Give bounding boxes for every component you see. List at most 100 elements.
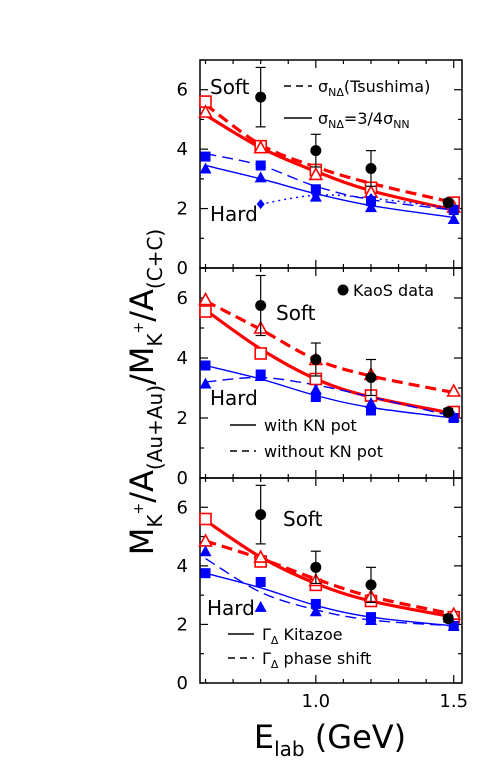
legend-1-prefix: Γ xyxy=(262,625,271,644)
panel-frame xyxy=(199,477,463,684)
hard-label: Hard xyxy=(207,596,255,620)
marker-triangle-filled xyxy=(364,397,377,408)
legend-entry-1: σNΔ(Tsushima) xyxy=(318,77,430,99)
marker-square-filled xyxy=(200,151,211,162)
marker-triangle-filled xyxy=(309,383,322,395)
marker-diamond-filled xyxy=(311,190,320,201)
legend-2-sub: NΔ xyxy=(328,118,344,131)
ylabel-m2: /M xyxy=(123,347,161,385)
series-line-blue-dashed xyxy=(205,152,454,211)
x-tick-label: 1.5 xyxy=(439,691,468,712)
kaos-data-point xyxy=(365,579,377,591)
marker-triangle-filled xyxy=(447,410,460,422)
legend-1-prefix: σ xyxy=(318,77,328,96)
legend-1-sub: NΔ xyxy=(328,86,344,99)
panel-middle: 0 2 4 6 Soft Hard KaoS data with KN pot without … xyxy=(177,267,463,489)
y-tick-label: 2 xyxy=(177,199,188,220)
legend-2-mid: =3/4σ xyxy=(344,109,393,128)
marker-triangle-filled xyxy=(254,600,267,612)
y-tick-label: 4 xyxy=(177,139,188,160)
marker-triangle-filled xyxy=(447,619,460,631)
kaos-data-point xyxy=(255,91,267,103)
ylabel-plus2: + xyxy=(131,322,147,334)
ylabel-k1: K xyxy=(143,514,167,528)
legend-2-sub2: NN xyxy=(393,118,409,131)
legend-entry-1: with KN pot xyxy=(264,416,357,435)
marker-square-filled xyxy=(255,160,266,171)
marker-square-filled xyxy=(200,360,211,371)
hard-label: Hard xyxy=(210,202,258,226)
xlabel-sub: lab xyxy=(274,737,305,761)
marker-square-open xyxy=(199,512,212,526)
marker-triangle-open xyxy=(308,166,324,181)
marker-square-filled xyxy=(310,184,321,195)
marker-square-open xyxy=(254,347,267,360)
legend-entry-2: ΓΔ phase shift xyxy=(262,649,371,671)
y-tick-label: 4 xyxy=(177,348,188,369)
marker-square-filled xyxy=(365,405,376,416)
kaos-data-point xyxy=(442,406,454,418)
marker-square-filled xyxy=(255,576,266,587)
marker-triangle-open xyxy=(446,383,462,397)
y-tick-label: 0 xyxy=(177,468,188,489)
marker-triangle-filled xyxy=(254,171,267,183)
marker-triangle-filled xyxy=(199,545,212,557)
x-axis-label: Elab (GeV) xyxy=(254,718,406,761)
marker-triangle-open xyxy=(253,139,269,154)
marker-triangle-open xyxy=(253,549,269,563)
y-tick-label: 2 xyxy=(177,614,188,635)
x-tick-label: 1.0 xyxy=(302,691,331,712)
marker-triangle-filled xyxy=(199,377,212,389)
marker-triangle-filled xyxy=(364,614,377,626)
kaos-data-point xyxy=(442,197,454,209)
ylabel-plus1: + xyxy=(131,503,147,515)
marker-triangle-open xyxy=(198,104,213,118)
ylabel-k2: K xyxy=(143,333,167,347)
y-axis-label: MK+/A(Au+Au)/MK+/A(C+C) xyxy=(123,229,167,555)
y-tick-label: 0 xyxy=(177,673,188,694)
marker-diamond-filled xyxy=(256,199,265,210)
legend-2-sub: Δ xyxy=(271,658,279,671)
ylabel-a2: /A xyxy=(123,289,161,322)
marker-square-filled xyxy=(310,598,321,609)
marker-diamond-filled xyxy=(366,193,375,204)
xlabel-main: E xyxy=(254,718,274,756)
kaos-data-point xyxy=(365,372,377,383)
legend-kaos-label: KaoS data xyxy=(353,281,434,300)
kaos-data-point xyxy=(310,354,322,365)
kaos-data-point xyxy=(310,561,322,573)
marker-triangle-open xyxy=(198,291,213,306)
legend-2-prefix: σ xyxy=(318,109,328,128)
ylabel-a1: /A xyxy=(123,470,161,503)
marker-triangle-filled xyxy=(199,162,212,174)
legend-1-sub: Δ xyxy=(271,634,279,647)
ylabel-cc: (C+C) xyxy=(143,229,167,289)
kaos-data-point xyxy=(365,162,377,174)
legend-2-prefix: Γ xyxy=(262,649,271,668)
marker-square-open xyxy=(199,305,212,318)
kaos-data-point xyxy=(255,300,267,311)
soft-label: Soft xyxy=(283,507,323,531)
y-tick-label: 6 xyxy=(177,80,188,101)
marker-triangle-filled xyxy=(447,212,460,224)
y-tick-label: 6 xyxy=(177,288,188,309)
y-tick-label: 2 xyxy=(177,408,188,429)
marker-square-filled xyxy=(200,568,211,579)
series-line-red-dashed xyxy=(205,539,455,616)
y-tick-label: 4 xyxy=(177,556,188,577)
legend-1-suffix: Kitazoe xyxy=(278,625,342,644)
soft-label: Soft xyxy=(210,75,250,99)
kaos-data-point xyxy=(442,613,454,625)
legend-kaos-marker xyxy=(337,284,349,296)
legend-2-suffix: phase shift xyxy=(278,649,371,668)
legend-entry-1: ΓΔ Kitazoe xyxy=(262,625,343,647)
ylabel-auau: (Au+Au) xyxy=(143,385,167,470)
xlabel-unit: (GeV) xyxy=(305,718,407,756)
ylabel-m1: M xyxy=(123,528,161,556)
marker-triangle-filled xyxy=(364,201,377,213)
y-tick-label: 6 xyxy=(177,497,188,518)
